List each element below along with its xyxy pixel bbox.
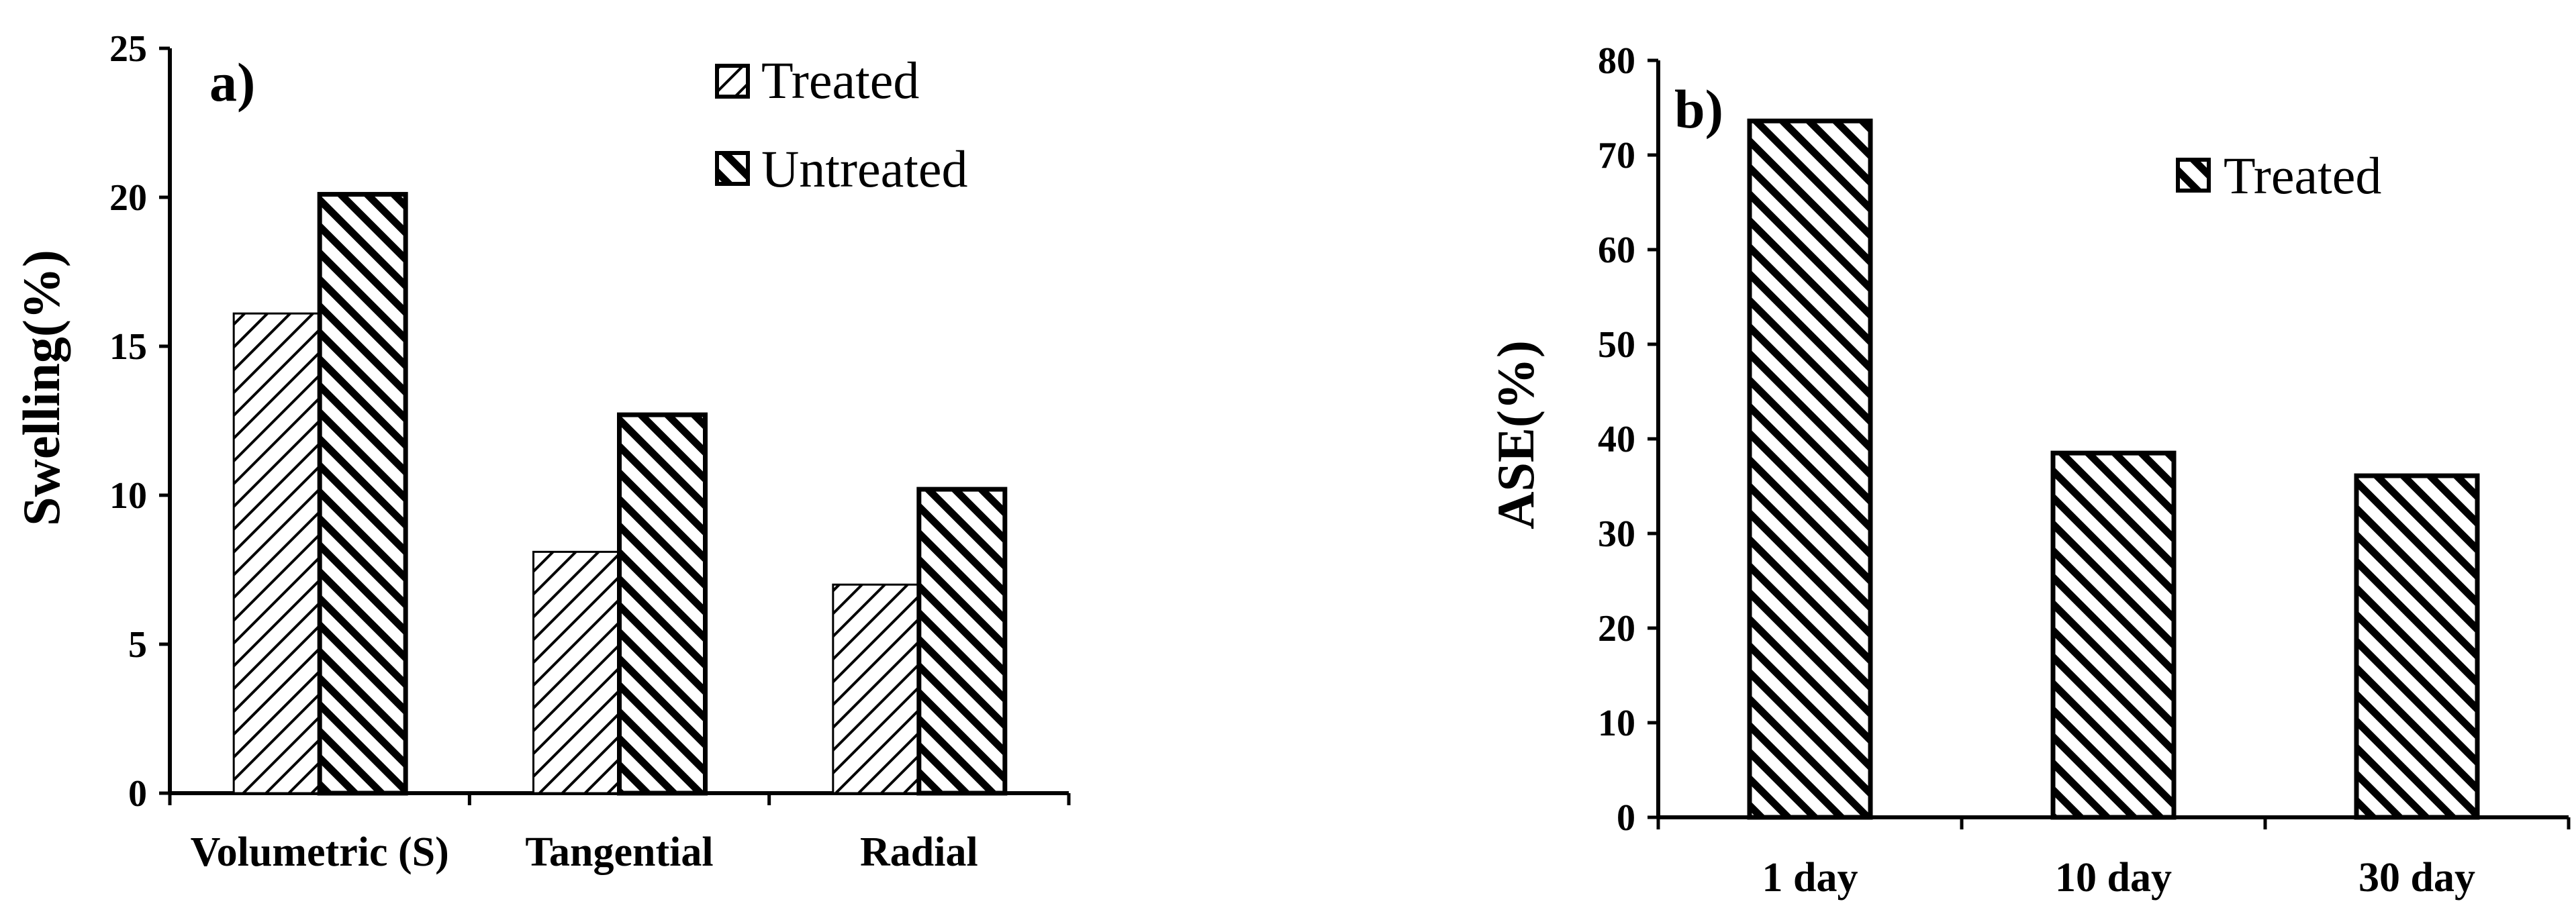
y-tick-label: 30 (1598, 513, 1635, 555)
panel-b-tag: b) (1674, 79, 1723, 140)
panel-a-bars (232, 192, 1008, 796)
legend-swatch-treated (715, 64, 750, 99)
legend-label-treated-b: Treated (2224, 146, 2381, 205)
y-tick-label: 10 (1598, 703, 1635, 744)
y-tick-label: 20 (109, 177, 147, 219)
y-tick-label: 5 (128, 624, 147, 666)
legend-item-treated-b: Treated (2176, 146, 2381, 205)
y-tick-label: 15 (109, 326, 147, 368)
bar-untreated-volumetric-s (317, 192, 408, 796)
panel-b-legend: Treated (2176, 146, 2381, 205)
panel-b-bars (1747, 118, 2480, 820)
x-category-label: Tangential (525, 829, 713, 875)
x-category-label: Volumetric (S) (191, 829, 449, 875)
legend-item-treated: Treated (715, 51, 919, 109)
bar-treated-radial (832, 583, 920, 795)
y-tick-label: 25 (109, 28, 147, 70)
y-tick-label: 10 (109, 475, 147, 517)
legend-swatch-treated-b (2176, 158, 2211, 193)
y-tick-label: 70 (1598, 135, 1635, 176)
bar-untreated-radial (916, 487, 1008, 796)
panel-b-y-axis-title: ASE(%) (1486, 340, 1545, 529)
bar-treated-tangential (532, 550, 620, 795)
panel-a-y-axis-title: Swelling(%) (12, 250, 70, 526)
x-category-label: 10 day (2055, 855, 2172, 901)
panel-a-tag: a) (209, 52, 255, 113)
panel-b-ase-chart: 0 10 20 30 40 50 60 70 80 1 day 10 day 30 day b) AS… (1486, 40, 2571, 901)
panel-a-axes: 0 5 10 15 20 25 Volumetric (S) Tangential Radial (109, 28, 1071, 875)
y-tick-label: 60 (1598, 229, 1635, 271)
panel-a-swelling-chart: 0 5 10 15 20 25 Volumetric (S) Tangential Radial… (12, 28, 1071, 875)
x-category-label: Radial (860, 829, 978, 875)
legend-label-untreated: Untreated (761, 140, 968, 198)
legend-label-treated: Treated (761, 51, 919, 109)
bar-untreated-tangential (617, 412, 708, 796)
legend-swatch-untreated (715, 151, 750, 186)
bar-treated-30-day (2354, 473, 2480, 820)
y-tick-label: 50 (1598, 324, 1635, 366)
x-category-label: 1 day (1762, 855, 1858, 901)
y-tick-label: 20 (1598, 608, 1635, 650)
y-tick-label: 40 (1598, 419, 1635, 460)
x-category-label: 30 day (2358, 855, 2475, 901)
bar-treated-1-day (1747, 118, 1873, 820)
legend-item-untreated: Untreated (715, 140, 968, 198)
bar-treated-10-day (2050, 450, 2177, 820)
y-tick-label: 0 (128, 773, 147, 815)
bar-treated-volumetric-s (232, 312, 321, 795)
panel-a-legend: Treated Untreated (715, 51, 968, 198)
y-tick-label: 80 (1598, 40, 1635, 82)
y-tick-label: 0 (1617, 797, 1635, 839)
